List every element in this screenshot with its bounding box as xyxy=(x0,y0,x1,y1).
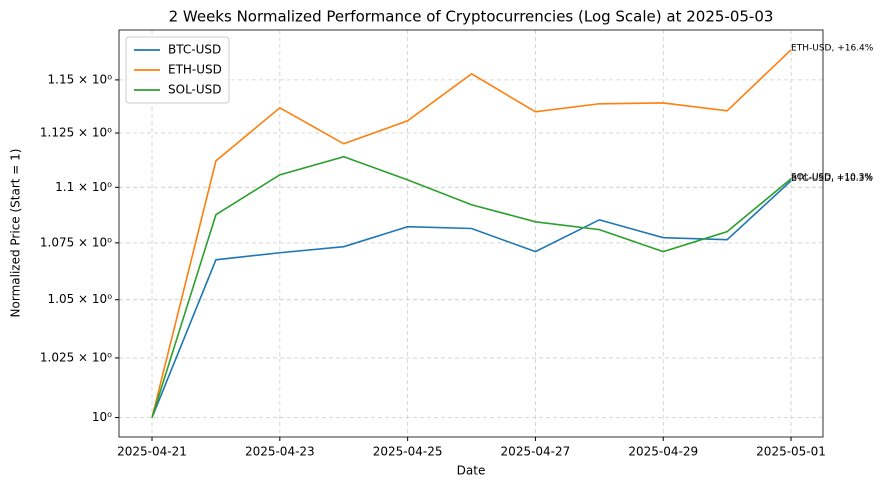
x-tick-label: 2025-04-23 xyxy=(245,445,315,459)
series-line xyxy=(151,155,792,418)
legend-box xyxy=(125,36,230,104)
annotation: ETH-USD, +16.4% xyxy=(791,43,874,53)
series-line xyxy=(151,180,792,418)
legend-label: ETH-USD xyxy=(168,63,222,77)
chart-title: 2 Weeks Normalized Performance of Crypto… xyxy=(169,8,774,26)
x-tick-label: 2025-04-21 xyxy=(117,445,187,459)
y-axis-label: Normalized Price (Start = 1) xyxy=(9,149,23,318)
y-tick-label: 1.025 × 10⁰ xyxy=(40,350,112,364)
plot-frame xyxy=(118,29,824,438)
x-tick-label: 2025-04-27 xyxy=(501,445,571,459)
y-tick-label: 1.075 × 10⁰ xyxy=(40,235,112,249)
legend-label: BTC-USD xyxy=(168,43,221,57)
y-tick-label: 1.05 × 10⁰ xyxy=(48,292,113,306)
annotation: BTC-USD, +10.3% xyxy=(791,174,873,184)
x-tick-label: 2025-05-01 xyxy=(756,445,826,459)
series-line xyxy=(151,49,792,418)
y-tick-label: 1.125 × 10⁰ xyxy=(40,126,112,140)
legend-label: SOL-USD xyxy=(168,83,222,97)
x-tick-label: 2025-04-29 xyxy=(628,445,698,459)
y-tick-label: 10⁰ xyxy=(92,410,112,424)
y-tick-label: 1.15 × 10⁰ xyxy=(48,72,113,86)
y-tick-label: 1.1 × 10⁰ xyxy=(55,180,112,194)
x-tick-label: 2025-04-25 xyxy=(373,445,443,459)
x-axis-label: Date xyxy=(457,464,486,478)
annotation: SOL-USD, +10.3% xyxy=(791,172,873,182)
